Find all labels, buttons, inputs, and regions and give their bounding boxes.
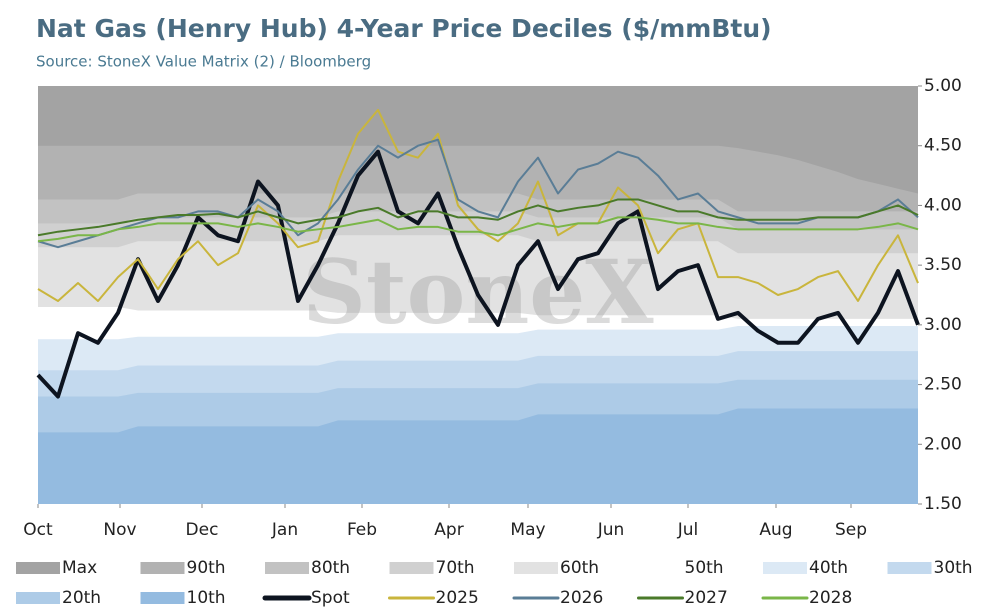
y-tick-label: 4.00 bbox=[924, 195, 962, 215]
price-line bbox=[37, 198, 919, 237]
x-tick-label: Oct bbox=[23, 520, 53, 540]
x-tick-label: Apr bbox=[434, 520, 463, 540]
axes: 1.50 2.00 2.50 3.00 3.50 4.00 4.50 5.00 Oct Nov De… bbox=[23, 76, 962, 540]
legend-label: 50th bbox=[685, 558, 724, 578]
legend-swatch bbox=[389, 562, 434, 574]
x-tick-label: Jun bbox=[597, 520, 625, 540]
legend-label: 80th bbox=[311, 558, 350, 578]
x-tick-label: Feb bbox=[347, 520, 377, 540]
x-tick-label: Jan bbox=[271, 520, 298, 540]
legend-label: 90th bbox=[187, 558, 226, 578]
legend-label: Spot bbox=[311, 588, 350, 608]
legend: Max 90th 80th 70th 60th 50th 40th 30th 20th 10th S… bbox=[16, 558, 973, 608]
y-tick-label: 2.50 bbox=[924, 375, 962, 395]
legend-swatch bbox=[514, 562, 558, 574]
legend-label: 2025 bbox=[436, 588, 479, 608]
legend-label: 2028 bbox=[809, 588, 852, 608]
x-tick-label: Sep bbox=[835, 520, 867, 540]
legend-swatch bbox=[140, 562, 185, 574]
legend-label: 40th bbox=[809, 558, 848, 578]
legend-label: 20th bbox=[62, 588, 101, 608]
chart-subtitle: Source: StoneX Value Matrix (2) / Bloomb… bbox=[36, 53, 371, 71]
legend-label: 2027 bbox=[685, 588, 728, 608]
price-line bbox=[36, 149, 920, 399]
price-line bbox=[37, 216, 919, 243]
x-tick-label: Aug bbox=[759, 520, 792, 540]
legend-swatch bbox=[16, 562, 60, 574]
y-tick-label: 4.50 bbox=[924, 136, 962, 156]
x-tick-label: Jul bbox=[677, 520, 699, 540]
legend-swatch bbox=[265, 562, 309, 574]
chart-title: Nat Gas (Henry Hub) 4-Year Price Deciles… bbox=[36, 14, 772, 43]
x-tick-label: May bbox=[510, 520, 545, 540]
x-tick-label: Dec bbox=[186, 520, 219, 540]
legend-label: 30th bbox=[934, 558, 973, 578]
y-tick-label: 5.00 bbox=[924, 76, 962, 96]
lines bbox=[36, 108, 920, 399]
legend-swatch bbox=[638, 562, 683, 574]
legend-label: 70th bbox=[436, 558, 475, 578]
y-tick-label: 2.00 bbox=[924, 434, 962, 454]
legend-label: 10th bbox=[187, 588, 226, 608]
legend-label: 60th bbox=[560, 558, 599, 578]
legend-swatch bbox=[16, 592, 60, 604]
legend-swatch bbox=[887, 562, 932, 574]
y-tick-label: 3.50 bbox=[924, 255, 962, 275]
bands bbox=[38, 86, 918, 505]
y-tick-label: 1.50 bbox=[924, 494, 962, 514]
legend-swatch bbox=[140, 592, 185, 604]
price-line bbox=[37, 108, 919, 302]
legend-label: 2026 bbox=[560, 588, 603, 608]
y-tick-label: 3.00 bbox=[924, 315, 962, 335]
x-tick-label: Nov bbox=[103, 520, 136, 540]
legend-label: Max bbox=[62, 558, 97, 578]
decile-band bbox=[38, 408, 918, 504]
legend-swatch bbox=[763, 562, 807, 574]
